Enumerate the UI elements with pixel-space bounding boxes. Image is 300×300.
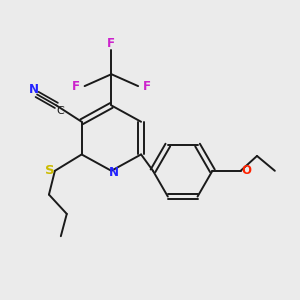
Text: F: F [107,38,116,50]
Text: F: F [142,80,150,93]
Text: N: N [109,166,119,179]
Text: S: S [45,164,54,177]
Text: F: F [72,80,80,93]
Text: O: O [241,164,251,177]
Text: C: C [56,106,64,116]
Text: N: N [28,82,38,96]
